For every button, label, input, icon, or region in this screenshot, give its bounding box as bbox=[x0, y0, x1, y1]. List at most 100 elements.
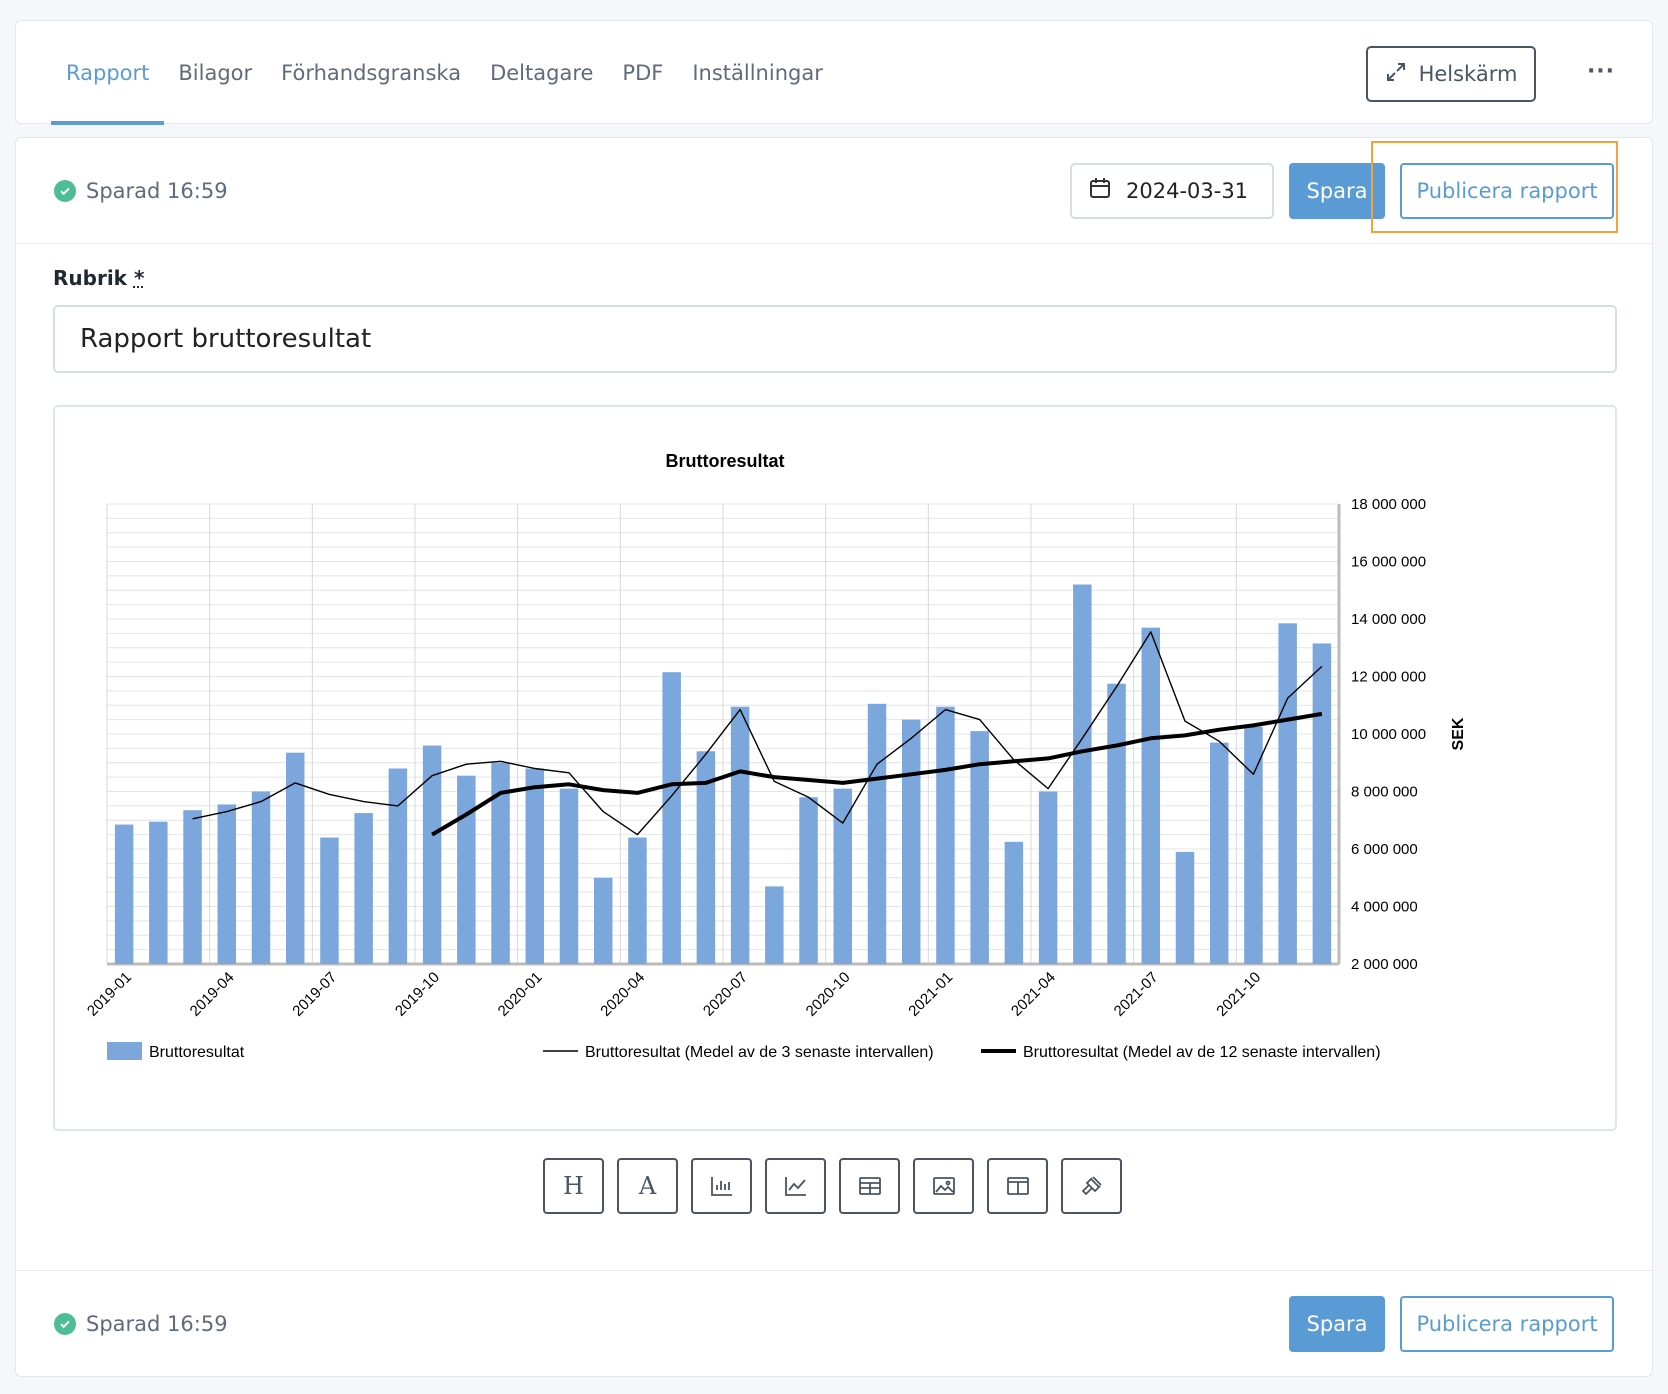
bar bbox=[1004, 841, 1024, 964]
bar bbox=[525, 768, 545, 964]
legend-swatch-bar bbox=[107, 1042, 142, 1060]
rubrik-label-text: Rubrik bbox=[53, 266, 127, 290]
text-tool-button[interactable]: A bbox=[617, 1158, 678, 1214]
chart-block[interactable]: 2 000 000 4 000 000 6 000 000 8 000 000 10 0… bbox=[53, 405, 1617, 1131]
bar bbox=[457, 775, 476, 964]
image-tool-button[interactable] bbox=[913, 1158, 974, 1214]
bar bbox=[1209, 742, 1229, 964]
check-circle-icon bbox=[54, 179, 76, 202]
line-chart-icon bbox=[784, 1177, 806, 1196]
table-tool-button[interactable] bbox=[839, 1158, 900, 1214]
bar bbox=[1141, 627, 1161, 964]
fullscreen-button[interactable]: Helskärm bbox=[1366, 46, 1536, 102]
tab-deltagare[interactable]: Deltagare bbox=[490, 61, 594, 85]
bar bbox=[901, 719, 921, 964]
bar-chart-icon bbox=[710, 1177, 732, 1196]
bar bbox=[628, 837, 647, 964]
y-tick-label: 16 000 000 bbox=[1351, 554, 1426, 571]
series-line-3-avg bbox=[192, 631, 1323, 836]
rubrik-input[interactable]: Rapport bruttoresultat bbox=[53, 305, 1617, 373]
bar bbox=[833, 788, 853, 964]
legend-label-bar: Bruttoresultat bbox=[149, 1044, 245, 1061]
action-bar-top: Sparad 16:59 2024-03-31 Spara Publicera … bbox=[16, 138, 1652, 244]
calendar-icon bbox=[1088, 176, 1112, 205]
bar bbox=[422, 745, 442, 964]
bar bbox=[149, 821, 168, 964]
date-value: 2024-03-31 bbox=[1126, 178, 1249, 203]
legend-label-line-3: Bruttoresultat (Medel av de 3 senaste in… bbox=[585, 1044, 934, 1061]
action-bar-bottom: Sparad 16:59 Spara Publicera rapport bbox=[16, 1270, 1652, 1376]
date-field[interactable]: 2024-03-31 bbox=[1070, 162, 1274, 219]
bar bbox=[285, 752, 305, 964]
y-tick-label: 18 000 000 bbox=[1351, 496, 1426, 513]
bar bbox=[559, 788, 579, 964]
tab-pdf[interactable]: PDF bbox=[622, 61, 664, 85]
bar bbox=[1107, 683, 1126, 964]
x-tick-label: 2020-07 bbox=[700, 969, 751, 1020]
x-tick-label: 2021-10 bbox=[1213, 969, 1264, 1020]
x-tick-label: 2021-04 bbox=[1008, 969, 1059, 1020]
more-options-button[interactable]: ··· bbox=[1586, 59, 1616, 84]
tab-bar: Rapport Bilagor Förhandsgranska Deltagar… bbox=[50, 21, 852, 125]
bar bbox=[1038, 791, 1058, 964]
bar bbox=[183, 810, 202, 964]
bar bbox=[354, 813, 373, 964]
required-marker: * bbox=[133, 266, 145, 290]
y-tick-label: 12 000 000 bbox=[1351, 669, 1426, 686]
bar bbox=[1278, 623, 1297, 964]
bar bbox=[251, 791, 271, 964]
bar bbox=[730, 706, 750, 964]
fullscreen-label: Helskärm bbox=[1418, 62, 1518, 86]
top-nav: Rapport Bilagor Förhandsgranska Deltagar… bbox=[15, 20, 1653, 125]
bar bbox=[696, 751, 716, 964]
gavel-tool-button[interactable] bbox=[1061, 1158, 1122, 1214]
bar bbox=[867, 703, 887, 964]
bar bbox=[1244, 726, 1263, 964]
tab-forhandsgranska[interactable]: Förhandsgranska bbox=[281, 61, 462, 85]
bar bbox=[936, 706, 955, 964]
bar bbox=[388, 768, 408, 964]
x-tick-label: 2021-01 bbox=[905, 969, 956, 1020]
report-editor: Sparad 16:59 2024-03-31 Spara Publicera … bbox=[15, 137, 1653, 1377]
table-icon bbox=[858, 1177, 881, 1195]
bar bbox=[1175, 851, 1195, 964]
rubrik-label: Rubrik * bbox=[53, 266, 144, 290]
publish-report-button-bottom[interactable]: Publicera rapport bbox=[1400, 1295, 1614, 1352]
y-axis-label: SEK bbox=[1450, 717, 1467, 750]
x-tick-label: 2019-10 bbox=[392, 969, 443, 1020]
bar bbox=[662, 672, 681, 964]
bar bbox=[765, 886, 784, 964]
series-line-12-avg bbox=[431, 711, 1323, 837]
bar bbox=[799, 797, 818, 964]
y-tick-label: 2 000 000 bbox=[1351, 956, 1418, 973]
tab-rapport[interactable]: Rapport bbox=[50, 21, 165, 125]
bar bbox=[593, 877, 613, 964]
y-tick-label: 10 000 000 bbox=[1351, 726, 1426, 743]
x-tick-label: 2021-07 bbox=[1111, 969, 1162, 1020]
publish-highlight-frame bbox=[1371, 141, 1618, 233]
bar bbox=[320, 837, 339, 964]
legend-label-line-12: Bruttoresultat (Medel av de 12 senaste i… bbox=[1023, 1044, 1381, 1061]
saved-text-bottom: Sparad 16:59 bbox=[86, 1311, 228, 1336]
x-tick-label: 2019-04 bbox=[187, 969, 238, 1020]
gavel-icon bbox=[1081, 1176, 1102, 1196]
line-chart-tool-button[interactable] bbox=[765, 1158, 826, 1214]
x-tick-label: 2019-01 bbox=[84, 969, 135, 1020]
save-button[interactable]: Spara bbox=[1289, 162, 1385, 219]
bar bbox=[1312, 643, 1332, 964]
x-tick-label: 2019-07 bbox=[289, 969, 340, 1020]
y-tick-label: 8 000 000 bbox=[1351, 784, 1418, 801]
heading-tool-button[interactable]: H bbox=[543, 1158, 604, 1214]
save-button-bottom[interactable]: Spara bbox=[1289, 1295, 1385, 1352]
tab-bilagor[interactable]: Bilagor bbox=[178, 61, 253, 85]
tab-installningar[interactable]: Inställningar bbox=[692, 61, 823, 85]
saved-text: Sparad 16:59 bbox=[86, 178, 228, 203]
layout-tool-button[interactable] bbox=[987, 1158, 1048, 1214]
image-icon bbox=[932, 1177, 955, 1195]
y-tick-label: 4 000 000 bbox=[1351, 899, 1418, 916]
columns-icon bbox=[1006, 1177, 1029, 1195]
publish-report-button[interactable]: Publicera rapport bbox=[1400, 162, 1614, 219]
block-toolbar: H A bbox=[543, 1158, 1122, 1214]
bar bbox=[114, 824, 134, 964]
bar-chart-tool-button[interactable] bbox=[691, 1158, 752, 1214]
